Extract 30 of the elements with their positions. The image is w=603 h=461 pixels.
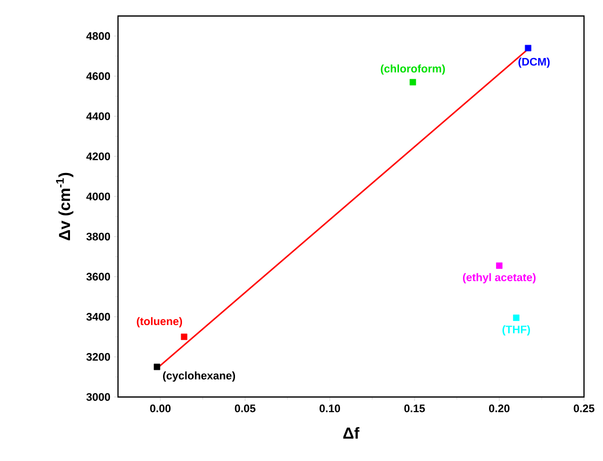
point [524,44,532,52]
y-tick-label: 3200 [86,353,110,361]
y-tick-label: 4000 [86,192,110,200]
point [513,314,520,321]
y-tick-label: 3400 [86,312,110,321]
series-label: (chloroform) [380,64,445,75]
y-axis-title: Δv (cm$^{-1}$) [56,172,74,240]
x-tick-label: 0.00 [150,404,171,412]
y-tick-label: 3800 [86,232,110,240]
series-label: (toluene) [136,317,182,328]
series-label: (cyclohexane) [163,371,236,382]
point [410,78,416,86]
point [154,364,160,370]
point [180,334,188,340]
y-tick-label: 4800 [86,32,110,40]
x-axis-title: Δf [343,427,360,439]
x-tick-label: 0.20 [489,404,510,412]
series-label: (ethyl acetate) [462,273,536,284]
series-label: (THF) [502,325,530,336]
y-tick-label: 4600 [86,72,110,80]
x-tick-label: 0.05 [234,404,256,412]
y-tick-label: 3600 [86,272,110,281]
x-tick-label: 0.25 [574,404,594,412]
x-tick-label: 0.15 [404,404,425,412]
y-tick-label: 4200 [86,152,110,160]
y-tick-label: 3000 [86,393,110,401]
point [496,262,502,269]
x-tick-label: 0.10 [320,404,340,412]
series-label: (DCM) [518,58,550,68]
y-tick-label: 4400 [86,112,110,120]
